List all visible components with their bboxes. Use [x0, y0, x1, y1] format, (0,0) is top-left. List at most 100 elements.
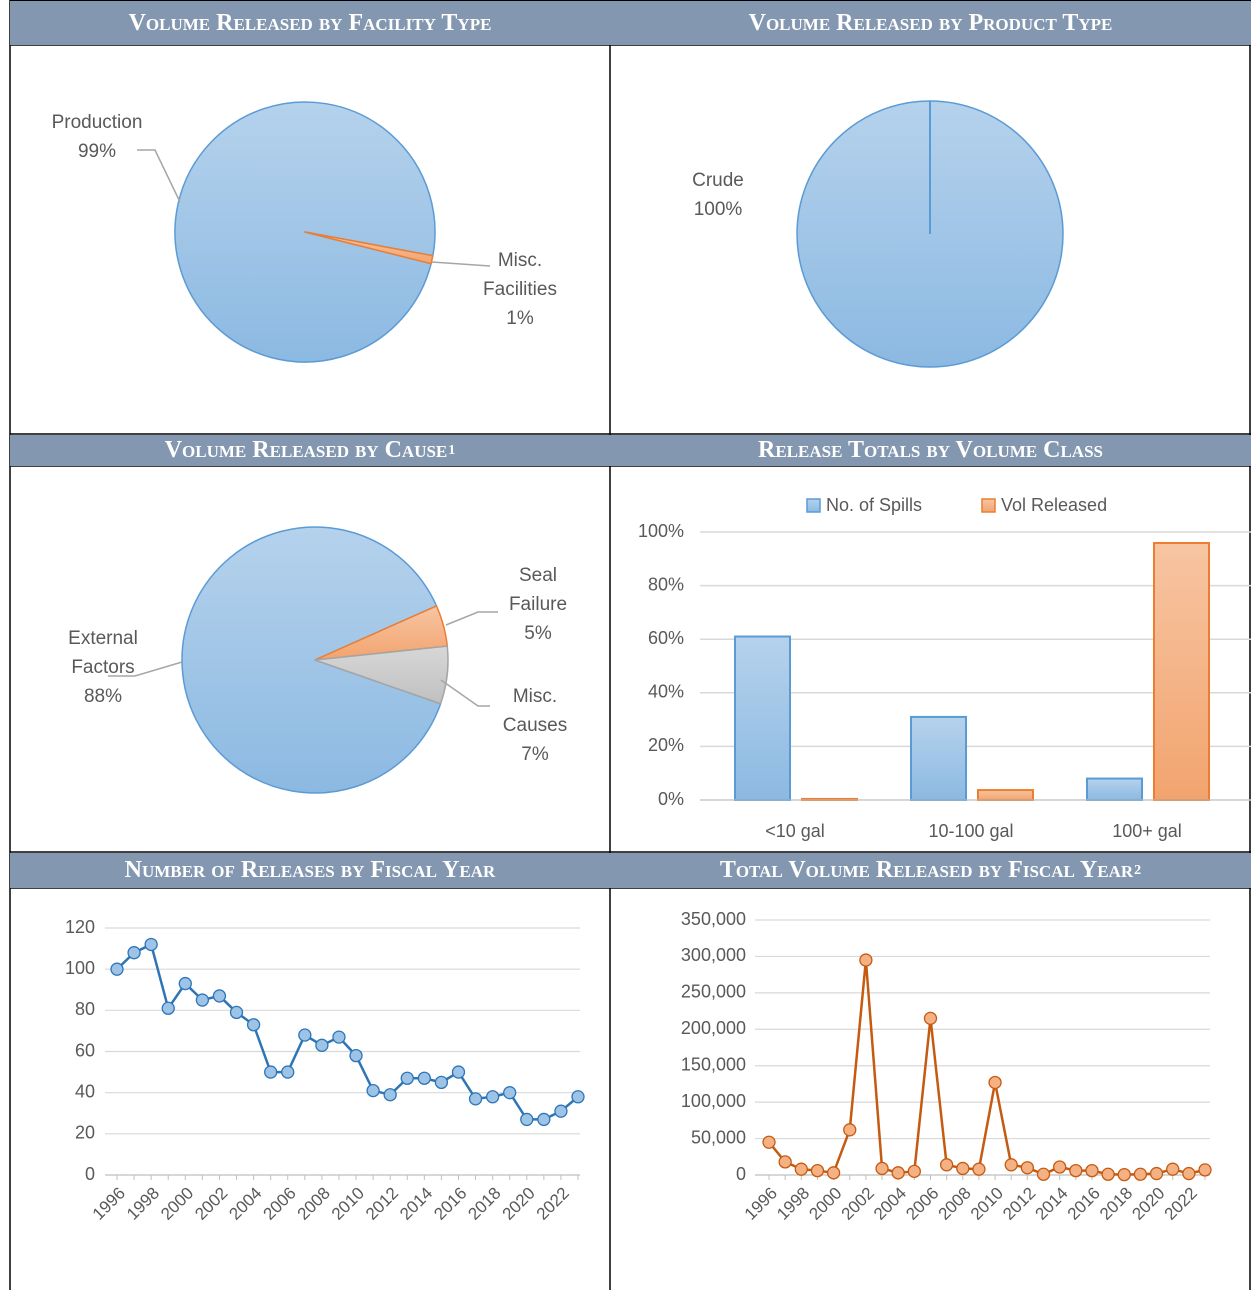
marker [891, 1166, 905, 1180]
panel-title: Volume Released by Product Type [748, 9, 1113, 36]
marker [195, 993, 210, 1007]
marker [349, 1048, 363, 1063]
x-tick-label: <10 gal [765, 821, 825, 841]
marker [1182, 1166, 1196, 1181]
marker [1004, 1158, 1018, 1172]
series-line [116, 942, 579, 1121]
y-tick-label: 40% [648, 682, 684, 702]
marker [571, 1090, 585, 1104]
pie-label: Crude 100% [658, 166, 778, 224]
y-tick-label: 0% [658, 789, 684, 809]
x-tick-label: 2012 [999, 1184, 1039, 1224]
x-tick-label: 2022 [1161, 1184, 1201, 1224]
marker [1036, 1167, 1051, 1181]
marker [1020, 1161, 1035, 1175]
panel-header: Release Totals by Volume Class [610, 435, 1251, 466]
x-tick-label: 2016 [430, 1184, 470, 1224]
x-tick-label: 1998 [123, 1184, 163, 1224]
panel-title: Volume Released by Cause [164, 437, 448, 463]
table-borders [9, 0, 1251, 1290]
x-tick-label: 2016 [1064, 1184, 1104, 1224]
y-tick-label: 60 [75, 1040, 95, 1060]
pie-label-category: Misc. Facilities [483, 250, 557, 300]
marker [315, 1038, 329, 1052]
marker [417, 1071, 431, 1085]
x-tick-label: 2006 [260, 1184, 300, 1224]
pie-label-value: 88% [83, 686, 123, 707]
marker [485, 1090, 500, 1104]
marker [229, 1005, 244, 1020]
legend-swatch [981, 498, 996, 513]
marker [1069, 1163, 1083, 1178]
panel-title: Total Volume Released by Fiscal Year [719, 857, 1134, 883]
marker [923, 1011, 938, 1026]
x-tick-label: 2020 [1128, 1184, 1168, 1224]
marker [503, 1086, 517, 1100]
y-tick-label: 60% [648, 628, 684, 648]
marker [778, 1155, 792, 1169]
x-tick-label: 2022 [533, 1184, 573, 1224]
marker [1166, 1162, 1180, 1176]
x-tick-label: 1996 [741, 1184, 781, 1224]
marker [161, 1001, 175, 1015]
pie-label-category: Seal Failure [508, 565, 568, 615]
pie-label-value: 5% [524, 623, 552, 644]
marker [178, 976, 192, 991]
marker [281, 1065, 295, 1079]
x-tick-label: 2012 [362, 1184, 402, 1224]
marker [451, 1065, 466, 1079]
marker [907, 1164, 921, 1179]
leader-line [431, 261, 491, 267]
y-tick-label: 20 [75, 1123, 95, 1143]
marker [520, 1112, 534, 1127]
y-tick-label: 50,000 [691, 1127, 746, 1147]
x-tick-label: 2004 [870, 1184, 910, 1224]
marker [1198, 1163, 1212, 1177]
marker [1149, 1166, 1164, 1181]
panel-title: Number of Releases by Fiscal Year [124, 857, 496, 883]
panel-title: Volume Released by Facility Type [128, 9, 492, 36]
leader-line [108, 661, 183, 677]
marker [298, 1028, 312, 1042]
marker [1117, 1167, 1131, 1182]
bar [977, 789, 1034, 801]
y-tick-label: 40 [75, 1081, 95, 1101]
y-tick-label: 350,000 [681, 909, 746, 929]
bar [734, 635, 791, 802]
marker [332, 1030, 346, 1044]
marker [383, 1088, 397, 1102]
x-tick-label: 2004 [225, 1184, 265, 1224]
panel-header: Volume Released by Facility Type [10, 1, 610, 45]
y-tick-label: 120 [65, 917, 95, 937]
pie-label-category: External Factors [68, 628, 138, 678]
marker [810, 1163, 825, 1178]
y-tick-label: 250,000 [681, 982, 746, 1002]
panel-title: Release Totals by Volume Class [758, 437, 1103, 463]
marker [1101, 1167, 1115, 1181]
marker [1085, 1163, 1099, 1178]
x-tick-label: 2002 [838, 1184, 878, 1224]
y-tick-label: 0 [736, 1164, 746, 1184]
y-tick-label: 20% [648, 735, 684, 755]
leader-line [440, 679, 490, 707]
marker [794, 1162, 808, 1176]
marker [1053, 1160, 1067, 1174]
marker [127, 946, 141, 960]
y-tick-label: 0 [85, 1164, 95, 1184]
x-tick-label: 2000 [157, 1184, 197, 1224]
marker [110, 962, 124, 976]
bar [1153, 541, 1210, 801]
pie-label-value: 1% [506, 308, 534, 329]
y-tick-label: 100,000 [681, 1091, 746, 1111]
leader-line [137, 149, 181, 203]
y-tick-label: 100% [638, 521, 684, 541]
pie-label-value: 99% [77, 141, 117, 162]
pie-slice [181, 526, 442, 794]
x-tick-label: 2010 [967, 1184, 1007, 1224]
marker [826, 1166, 841, 1180]
marker [537, 1112, 551, 1127]
marker [264, 1065, 278, 1079]
y-tick-label: 100 [65, 958, 95, 978]
title-note: 1 [448, 442, 456, 458]
